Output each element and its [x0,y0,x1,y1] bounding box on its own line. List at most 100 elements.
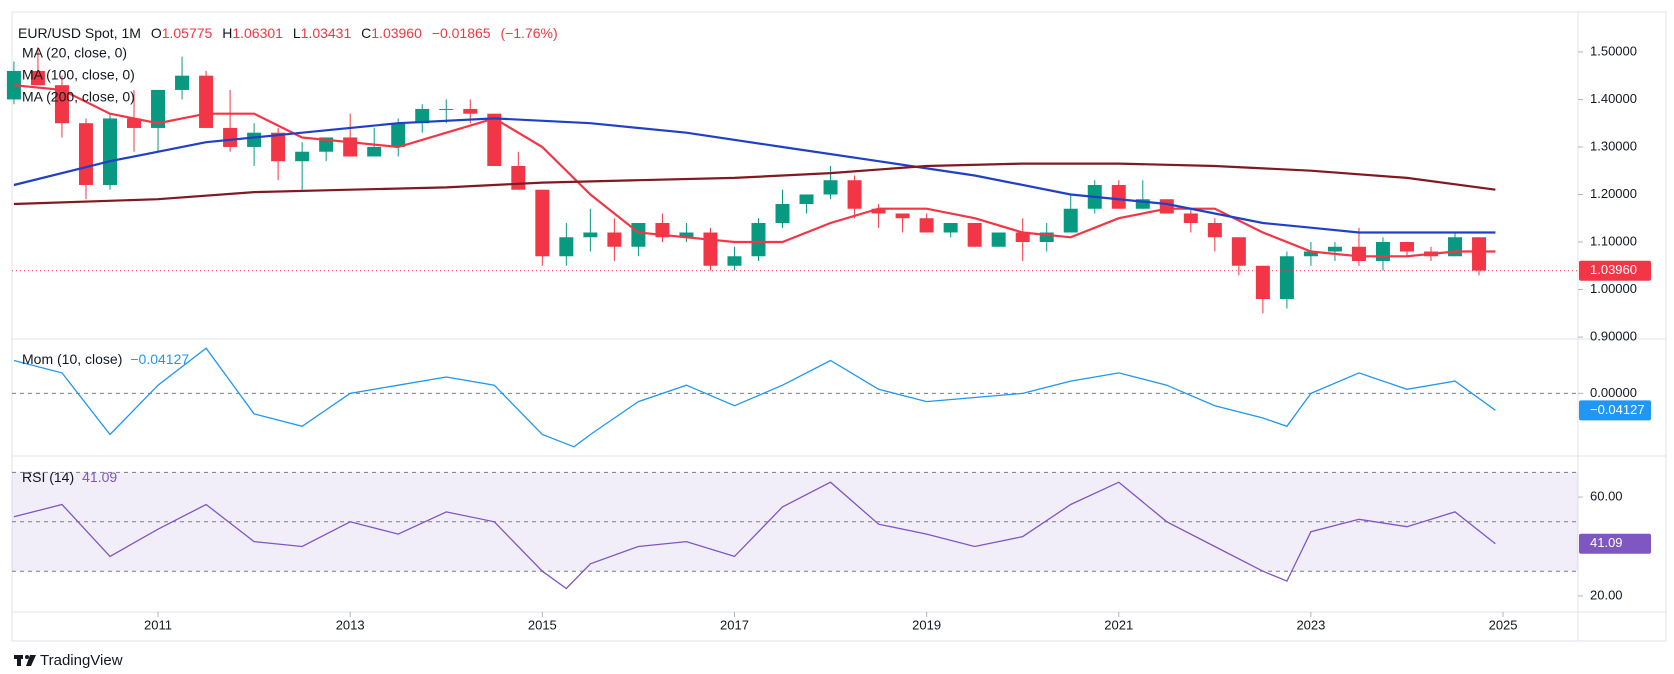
candle-body [1039,232,1054,243]
y-tick-label: 0.00000 [1590,385,1637,400]
candle-body [1255,265,1270,300]
x-tick-label: 2011 [144,617,172,632]
y-tick-label: 20.00 [1590,587,1623,602]
candle-body [295,151,310,162]
candle-body [102,118,117,185]
y-tick-label: 1.00000 [1590,281,1637,296]
candle-body [1351,246,1366,262]
candle-body [1231,237,1246,266]
candle-body [967,222,982,247]
candle-body [727,256,742,266]
y-tick-label: 1.30000 [1590,138,1637,153]
brand: TradingView [40,652,123,669]
indicator-name: RSI (14) [22,469,74,485]
y-tick-label: 1.20000 [1590,186,1637,201]
candle-body [1399,242,1414,252]
open-value: 1.05775 [162,25,213,41]
candle-body [1159,199,1174,214]
candle-body [607,232,622,247]
indicator-legend: RSI (14) 41.09 [22,469,117,485]
last-price-label: 1.03960 [1590,262,1637,277]
pane [6,47,1578,314]
candle-body [823,180,838,195]
plot-area [6,47,1578,590]
candle-body [871,208,886,214]
candle-body [415,108,430,124]
candle-body [679,232,694,238]
indicator-line [13,347,1496,448]
candle-body [1015,232,1030,243]
x-tick-label: 2015 [528,617,557,632]
candle-body [559,237,574,257]
candle-body [1063,208,1078,233]
candle-body [487,113,502,166]
candle-body [78,123,93,185]
indicator-value-box [1579,400,1651,421]
candle-body [151,89,166,128]
ohlc-key: H [222,25,232,41]
candle-body [1375,242,1390,262]
indicator-value-label: −0.04127 [1590,402,1645,417]
candle-body [943,222,958,233]
candle-body [54,85,69,124]
candle-body [30,70,45,86]
candle-body [1303,251,1318,257]
y-tick-label: 1.40000 [1590,91,1637,106]
x-tick-label: 2019 [912,617,941,632]
indicator-value: −0.04127 [130,351,189,367]
candle-body [223,127,238,147]
change-percent: (−1.76%) [500,25,557,41]
legend-entry: MA (20, close, 0) [22,45,127,61]
change: −0.01865 [432,25,491,41]
ohlc-key: O [151,25,162,41]
moving-average [13,117,1496,234]
ohlc-key: C [361,25,371,41]
candle-body [703,232,718,266]
pane [12,347,1578,448]
chart-header: EUR/USD Spot, 1M O1.05775 H1.06301 L1.03… [18,25,558,41]
candle-body [199,75,214,128]
candle-body [1207,222,1222,238]
candle-body [919,218,934,233]
candle-body [511,165,526,190]
indicator-legend: Mom (10, close) −0.04127 [22,351,189,367]
candle-body [247,132,262,147]
candle-body [1279,256,1294,300]
indicator-value-label: 41.09 [1590,535,1623,550]
candle-body [127,118,142,128]
candle-body [1472,237,1487,271]
last-price-box [1579,260,1651,281]
moving-average [13,84,1496,258]
candle-body [991,232,1006,247]
x-tick-label: 2017 [720,617,749,632]
candle-body [1327,246,1342,252]
x-tick-label: 2021 [1104,617,1133,632]
y-tick-label: 0.90000 [1590,328,1637,343]
candle-body [367,146,382,157]
candle-body [895,213,910,219]
candle-body [631,222,646,247]
candle-body [463,108,478,114]
y-tick-label: 1.50000 [1590,43,1637,58]
symbol: EUR/USD Spot, 1M [18,25,141,41]
candle-body [751,222,766,257]
candle-body [343,137,358,157]
x-tick-label: 2013 [336,617,365,632]
candle-body [175,75,190,90]
candle-body [271,132,286,162]
indicator-line [13,481,1496,590]
y-tick-label: 60.00 [1590,488,1623,503]
candle-body [583,232,598,238]
candle-body [535,189,550,257]
indicator-name: Mom (10, close) [22,351,122,367]
candle-body [1183,213,1198,223]
candle-body [847,180,862,209]
ohlc-key: L [293,25,301,41]
frame [11,11,1667,642]
candle-body [1111,184,1126,209]
candle-body [799,194,814,204]
close-value: 1.03960 [371,25,422,41]
low-value: 1.03431 [301,25,352,41]
candle-body [1135,199,1150,209]
